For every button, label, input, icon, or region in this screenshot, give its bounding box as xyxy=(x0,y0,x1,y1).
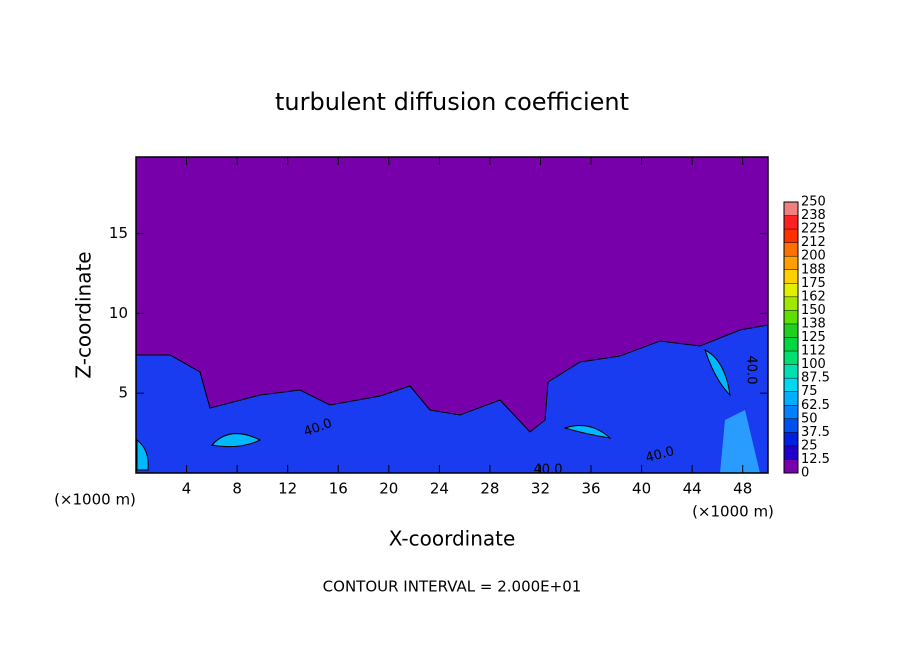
colorbar-bin xyxy=(784,310,798,324)
y-tick-label: 10 xyxy=(109,304,128,322)
contour-label: 40.0 xyxy=(534,463,563,478)
colorbar-bin xyxy=(784,296,798,311)
colorbar-bin xyxy=(784,323,798,338)
high-spot xyxy=(211,433,262,448)
footer-note: CONTOUR INTERVAL = 2.000E+01 xyxy=(323,578,582,596)
colorbar-label: 225 xyxy=(801,222,826,237)
y-axis-label: Z-coordinate xyxy=(72,251,96,378)
contour-label: 40.0 xyxy=(744,356,759,385)
colorbar-label: 238 xyxy=(801,208,826,223)
plot-frame xyxy=(135,156,769,474)
colorbar-bin xyxy=(784,432,798,446)
colorbar-label: 200 xyxy=(801,249,826,264)
colorbar-label: 112 xyxy=(801,344,826,359)
colorbar-label: 150 xyxy=(801,303,826,318)
low-region xyxy=(135,324,769,474)
colorbar-label: 50 xyxy=(801,411,818,426)
x-tick-label: 16 xyxy=(329,480,348,498)
colorbar-bin xyxy=(784,351,798,365)
high-spot xyxy=(704,349,731,397)
colorbar-bin xyxy=(784,418,798,433)
colorbar-label: 125 xyxy=(801,330,826,345)
colorbar-label: 0 xyxy=(801,466,809,481)
chart-title: turbulent diffusion coefficient xyxy=(275,88,629,116)
high-spot xyxy=(136,438,149,471)
x-axis-label: X-coordinate xyxy=(389,527,516,551)
colorbar-label: 162 xyxy=(801,289,826,304)
colorbar-bin xyxy=(784,202,798,216)
y-unit: (×1000 m) xyxy=(692,503,774,521)
colorbar-bin xyxy=(784,445,798,460)
x-tick-label: 28 xyxy=(480,480,499,498)
colorbar-bin xyxy=(784,283,798,297)
high-spot xyxy=(720,410,760,473)
colorbar-label: 87.5 xyxy=(801,371,830,386)
colorbar-label: 175 xyxy=(801,276,826,291)
x-tick-label: 8 xyxy=(232,480,242,498)
colorbar-label: 188 xyxy=(801,262,826,277)
x-unit: (×1000 m) xyxy=(54,491,136,509)
colorbar-bin xyxy=(784,337,798,352)
colorbar-bin xyxy=(784,364,798,379)
colorbar-label: 75 xyxy=(801,384,818,399)
y-tick-label: 15 xyxy=(109,224,128,242)
high-spot xyxy=(563,425,612,439)
colorbar-label: 138 xyxy=(801,316,826,331)
x-tick-label: 40 xyxy=(632,480,651,498)
x-tick-label: 12 xyxy=(278,480,297,498)
x-tick-label: 44 xyxy=(683,480,702,498)
colorbar-bin xyxy=(784,215,798,230)
colorbar-label: 12.5 xyxy=(801,452,830,467)
colorbar-label: 25 xyxy=(801,438,818,453)
x-tick-label: 36 xyxy=(581,480,600,498)
colorbar-label: 37.5 xyxy=(801,425,830,440)
x-tick-label: 4 xyxy=(182,480,192,498)
colorbar-bin xyxy=(784,269,798,284)
contour-label: 40.0 xyxy=(644,444,676,466)
field-shapes xyxy=(135,324,769,474)
colorbar-label: 100 xyxy=(801,357,826,372)
colorbar-bin xyxy=(784,405,798,419)
colorbar-bin xyxy=(784,459,798,473)
x-tick-label: 20 xyxy=(379,480,398,498)
colorbar-bin xyxy=(784,242,798,257)
colorbar-label: 212 xyxy=(801,235,826,250)
colorbar-bin xyxy=(784,229,798,243)
x-tick-label: 24 xyxy=(430,480,449,498)
y-tick-label: 5 xyxy=(118,384,128,402)
colorbar-bin xyxy=(784,256,798,270)
colorbar-label: 62.5 xyxy=(801,398,830,413)
x-tick-label: 32 xyxy=(531,480,550,498)
colorbar-bin xyxy=(784,378,798,392)
colorbar-bin xyxy=(784,391,798,406)
x-tick-label: 48 xyxy=(733,480,752,498)
colorbar-label: 250 xyxy=(801,195,826,210)
